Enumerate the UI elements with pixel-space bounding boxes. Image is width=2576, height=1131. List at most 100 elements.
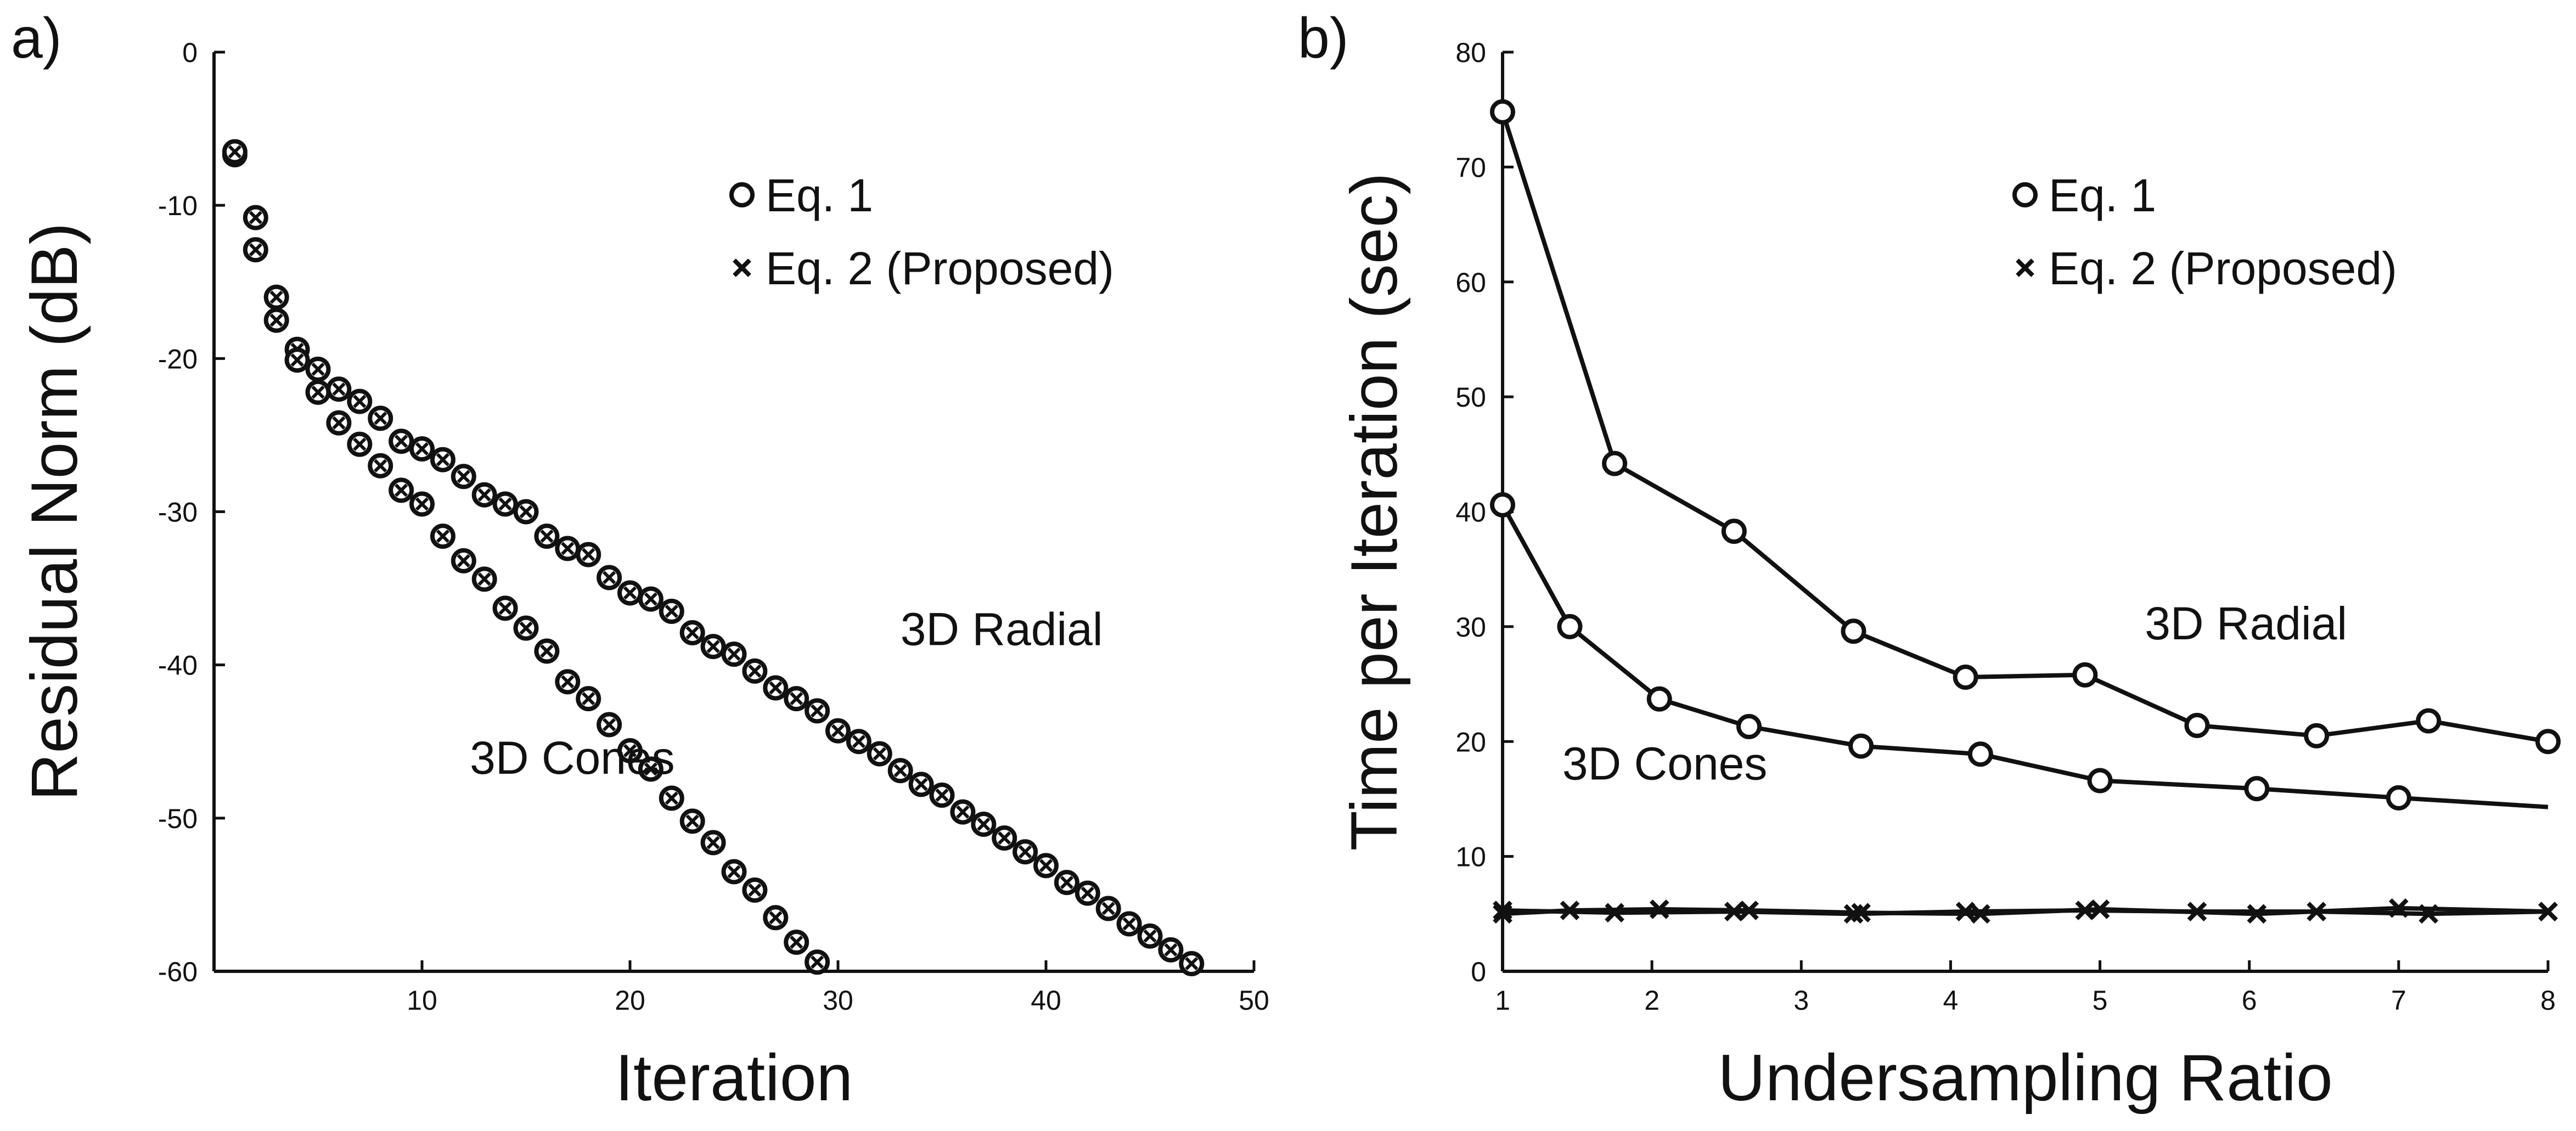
data-point-cross [665, 604, 678, 618]
data-point-cross [374, 412, 387, 425]
x-tick-label: 8 [2540, 985, 2556, 1016]
data-point [2184, 712, 2210, 738]
data-point-cross [852, 735, 866, 749]
data-point-cross [748, 883, 762, 897]
data-point [1953, 665, 1978, 690]
y-axis-label: Time per Iteration (sec) [1337, 173, 1411, 851]
y-tick-label: -50 [158, 803, 198, 834]
series-2 [1490, 492, 2549, 811]
data-point [1493, 904, 1512, 924]
data-point-cross [498, 497, 512, 511]
data-point [2386, 785, 2411, 811]
x-tick-label: 20 [615, 985, 645, 1016]
x-tick-label: 10 [407, 985, 437, 1016]
data-point-cross [1185, 956, 1199, 971]
data-point-cross [1164, 943, 1178, 957]
data-point-cross [332, 382, 346, 396]
legend-label: Eq. 1 [2049, 170, 2156, 221]
data-point-cross [769, 911, 783, 925]
data-point-cross [1122, 917, 1136, 931]
data-point [1971, 904, 1990, 924]
data-point-cross [893, 764, 907, 778]
y-tick-label: 40 [1455, 497, 1486, 528]
data-point [2087, 768, 2113, 794]
series-1 [222, 142, 1205, 977]
y-tick-label: -10 [158, 190, 198, 221]
y-tick-label: 10 [1455, 842, 1486, 873]
data-point-cross [748, 664, 762, 678]
data-point-cross [623, 586, 637, 600]
data-point-cross [685, 814, 699, 828]
data-point-cross [457, 470, 470, 483]
data-point [1721, 519, 1747, 544]
data-point-cross [540, 644, 554, 658]
data-point [1841, 618, 1866, 644]
x-tick-label: 6 [2242, 985, 2257, 1016]
data-point-cross [769, 681, 783, 695]
data-point-cross [727, 648, 741, 661]
panel-label: b) [1298, 7, 1348, 70]
data-point [2416, 708, 2442, 734]
panel-a-chart: a) 0 -10 -20 -30 -40 -50 -60 10 20 30 40 50 Iteration… [11, 7, 1269, 1115]
data-point-cross [332, 416, 346, 430]
data-point-cross [706, 640, 720, 654]
series-line [1502, 905, 2549, 916]
data-point-cross [561, 542, 575, 555]
x-axis-label: Iteration [615, 1041, 853, 1115]
legend-label: Eq. 2 (Proposed) [766, 243, 1114, 294]
data-point-cross [706, 836, 720, 849]
data-point-cross [1101, 902, 1115, 915]
data-point-cross [561, 675, 575, 689]
data-point [2389, 898, 2409, 918]
data-point-cross [977, 817, 991, 831]
data-point-cross [311, 362, 325, 376]
series-annotation: 3D Radial [2145, 598, 2347, 649]
data-point-cross [644, 592, 658, 606]
data-point-cross [477, 488, 491, 502]
data-point-cross [249, 243, 262, 257]
data-point [1848, 733, 1874, 759]
data-point-cross [269, 313, 283, 327]
panel-label: a) [11, 7, 61, 70]
legend-marker [2012, 182, 2038, 207]
data-point-cross [311, 385, 325, 399]
data-point [2090, 899, 2110, 919]
legend-marker [729, 182, 755, 207]
data-point [1602, 451, 1628, 476]
data-point-cross [935, 788, 949, 802]
data-point-cross [582, 691, 595, 706]
data-point-cross [519, 621, 533, 635]
y-tick-label: 0 [182, 37, 198, 68]
series-line [1500, 111, 2549, 744]
x-tick-label: 40 [1031, 985, 1061, 1016]
y-tick-label: 60 [1455, 267, 1486, 298]
x-tick-label: 2 [1644, 985, 1660, 1016]
data-point [1646, 686, 1672, 712]
data-point-cross [477, 572, 491, 586]
data-point-cross [394, 434, 408, 448]
data-point-cross [810, 704, 824, 718]
data-point-cross [540, 530, 554, 543]
legend-label: Eq. 2 (Proposed) [2049, 243, 2397, 294]
data-point-cross [582, 548, 595, 561]
data-point-cross [914, 778, 928, 791]
y-tick-label: 30 [1455, 612, 1486, 643]
legend: Eq. 1 Eq. 2 (Proposed) [2012, 170, 2397, 294]
data-point [2072, 662, 2098, 688]
data-point-cross [519, 505, 533, 519]
data-point-cross [1018, 845, 1032, 859]
legend: Eq. 1 Eq. 2 (Proposed) [729, 170, 1114, 294]
data-point [2304, 723, 2330, 749]
data-point [1967, 741, 1993, 767]
data-point-cross [623, 744, 637, 758]
y-tick-label: 50 [1455, 382, 1486, 413]
data-point [2247, 904, 2267, 924]
data-point-cross [249, 211, 262, 224]
panel-b-chart: b) 0 10 20 30 40 50 60 70 80 1 2 3 4 5 6 7 8 Undersampling… [1298, 7, 2561, 1115]
data-point [1736, 714, 1762, 740]
data-point [2538, 902, 2558, 921]
data-point-cross [790, 935, 803, 949]
data-point-cross [685, 626, 699, 640]
data-point-cross [1039, 859, 1053, 873]
